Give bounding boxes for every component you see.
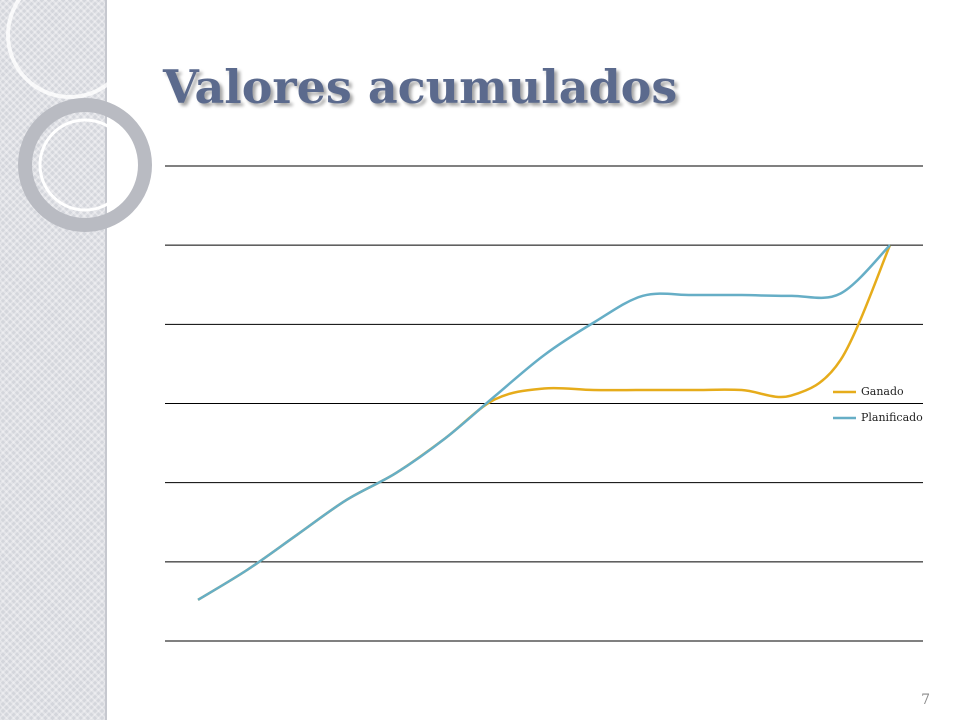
decor-circle xyxy=(6,0,134,99)
slide-title: Valores acumulados xyxy=(163,60,678,114)
legend-label: Ganado xyxy=(861,385,904,398)
decor-ring xyxy=(38,118,132,212)
line-series xyxy=(197,244,892,601)
page-number: 7 xyxy=(921,692,930,708)
legend-label: Planificado xyxy=(861,411,923,424)
line-series xyxy=(197,244,891,601)
decor-ring xyxy=(18,98,152,232)
